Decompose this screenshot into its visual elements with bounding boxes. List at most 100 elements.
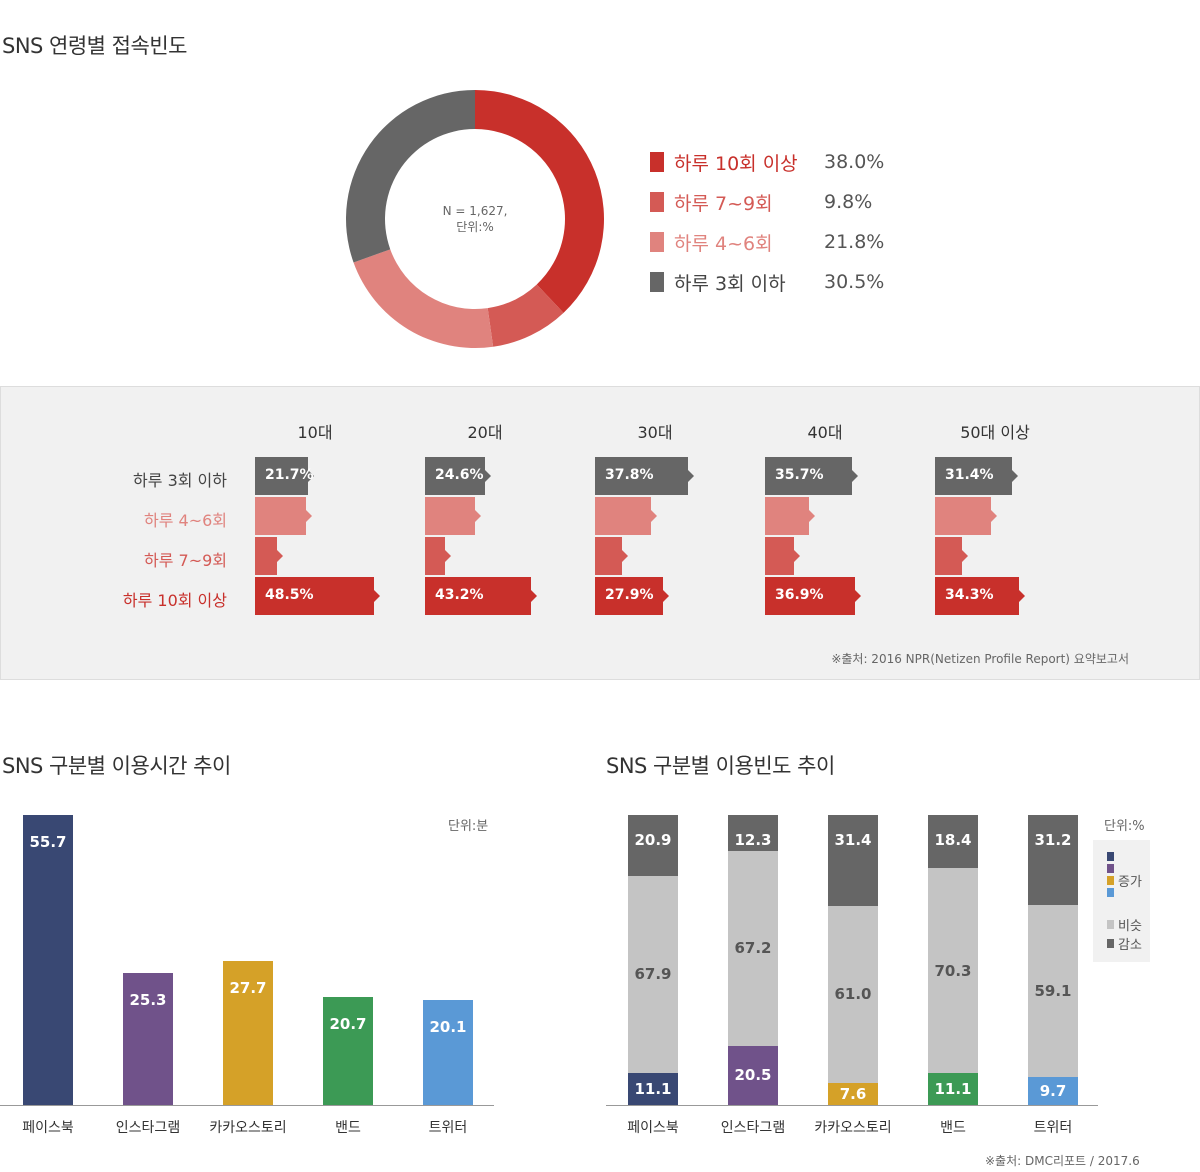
x-axis-tick-label: 인스타그램 xyxy=(720,1120,786,1136)
bar-arrow-tip xyxy=(809,510,815,522)
bar-arrow-tip xyxy=(531,590,537,602)
donut-center-unit: 단위:% xyxy=(456,220,494,234)
age-bar xyxy=(765,537,800,575)
usage-time-bar-value: 55.7 xyxy=(29,833,67,852)
increase-segment: 11.1 xyxy=(628,1072,678,1105)
legend-value: 38.0% xyxy=(824,151,885,173)
bar-arrow-tip xyxy=(485,470,491,482)
legend-value: 21.8% xyxy=(824,231,885,253)
legend-label: 하루 10회 이상 xyxy=(674,152,798,175)
age-bar xyxy=(595,537,628,575)
segment-value: 20.9 xyxy=(634,831,672,849)
bar-arrow-tip xyxy=(962,550,968,562)
usage-freq-unit: 단위:% xyxy=(1104,819,1145,834)
usage-time-bar-value: 20.7 xyxy=(329,1015,367,1034)
legend-swatch xyxy=(1107,919,1114,929)
bar-arrow-tip xyxy=(991,510,997,522)
freq-legend-item xyxy=(1107,862,1118,874)
legend-label: 비슷 xyxy=(1118,918,1142,934)
legend-label: 하루 3회 이하 xyxy=(674,272,786,295)
freq-legend-item: 증가 xyxy=(1107,874,1142,890)
decrease-segment: 20.9 xyxy=(628,815,678,876)
age-bar-value: 21.7% xyxy=(265,467,314,483)
usage-time-bar: 27.7 xyxy=(223,960,273,1105)
age-bar-value: 34.3% xyxy=(945,587,994,603)
legend-label: 감소 xyxy=(1118,937,1142,953)
similar-segment: 61.0 xyxy=(828,906,878,1083)
segment-value: 11.1 xyxy=(934,1079,972,1098)
age-bar-value: 48.5% xyxy=(265,587,314,603)
similar-segment: 67.2 xyxy=(728,850,778,1046)
donut-slice xyxy=(475,90,604,313)
freq-legend-item xyxy=(1107,886,1118,898)
donut-center-sample: N = 1,627, xyxy=(443,204,508,218)
increase-segment: 7.6 xyxy=(828,1082,878,1105)
bar-arrow-tip xyxy=(308,470,314,482)
x-axis-line xyxy=(606,1105,1098,1106)
x-axis-tick-label: 밴드 xyxy=(335,1120,361,1136)
legend-label: 하루 4~6회 xyxy=(674,232,773,255)
freq-legend-item xyxy=(1107,850,1118,862)
age-bar: 48.5% xyxy=(255,577,380,615)
legend-label: 증가 xyxy=(1118,874,1142,890)
age-bar: 35.7% xyxy=(765,457,858,495)
segment-value: 20.5 xyxy=(734,1066,772,1085)
frequency-row-label: 하루 4~6회 xyxy=(143,511,227,530)
x-axis-line xyxy=(0,1105,494,1106)
segment-value: 67.2 xyxy=(734,939,772,958)
usage-time-bar-value: 20.1 xyxy=(429,1018,467,1037)
segment-value: 7.6 xyxy=(839,1084,867,1103)
bar-arrow-tip xyxy=(445,550,451,562)
legend-swatch xyxy=(650,232,664,252)
segment-value: 11.1 xyxy=(634,1079,672,1098)
age-bar-value: 43.2% xyxy=(435,587,484,603)
x-axis-tick-label: 카카오스토리 xyxy=(209,1120,287,1136)
bar-arrow-tip xyxy=(852,470,858,482)
segment-value: 12.3 xyxy=(734,831,772,849)
usage-time-bar: 20.1 xyxy=(423,1000,473,1105)
legend-swatch xyxy=(1107,851,1114,861)
segment-value: 61.0 xyxy=(834,985,872,1004)
segment-value: 9.7 xyxy=(1039,1081,1067,1100)
segment-value: 31.4 xyxy=(834,831,872,849)
bar-arrow-tip xyxy=(663,590,669,602)
x-axis-tick-label: 페이스북 xyxy=(22,1120,74,1136)
bar-arrow-tip xyxy=(475,510,481,522)
usage-time-title: SNS 구분별 이용시간 추이 xyxy=(2,754,231,778)
legend-swatch xyxy=(650,272,664,292)
legend-swatch xyxy=(650,192,664,212)
bar-arrow-tip xyxy=(374,590,380,602)
age-bar: 24.6% xyxy=(425,457,491,495)
decrease-segment: 31.2 xyxy=(1028,815,1078,906)
age-bar-value: 31.4% xyxy=(945,467,994,483)
age-group-header: 10대 xyxy=(297,423,333,442)
donut-legend-item: 하루 10회 이상 38.0% xyxy=(650,150,885,175)
age-bar: 21.7% xyxy=(255,457,314,495)
donut-chart: N = 1,627, 단위:% xyxy=(346,90,604,348)
bar-arrow-tip xyxy=(277,550,283,562)
age-bar-value: 36.9% xyxy=(775,587,824,603)
donut-slice xyxy=(487,284,564,347)
age-bar: 34.3% xyxy=(935,577,1025,615)
age-group-header: 50대 이상 xyxy=(960,423,1030,442)
increase-segment: 11.1 xyxy=(928,1072,978,1105)
age-bar xyxy=(255,537,283,575)
usage-time-bar: 55.7 xyxy=(23,815,73,1105)
donut-legend-item: 하루 3회 이하 30.5% xyxy=(650,270,884,295)
usage-freq-title: SNS 구분별 이용빈도 추이 xyxy=(606,754,835,778)
frequency-row-label: 하루 3회 이하 xyxy=(133,471,227,490)
bar-arrow-tip xyxy=(855,590,861,602)
legend-label: 하루 7~9회 xyxy=(674,192,773,215)
age-bar: 37.8% xyxy=(595,457,694,495)
age-group-header: 40대 xyxy=(807,423,843,442)
age-bar xyxy=(935,497,997,535)
usage-time-bar: 25.3 xyxy=(123,973,173,1105)
age-bar xyxy=(255,497,312,535)
bar-arrow-tip xyxy=(1019,590,1025,602)
usage-time-unit: 단위:분 xyxy=(448,819,489,834)
age-bar-value: 27.9% xyxy=(605,587,654,603)
segment-value: 31.2 xyxy=(1034,831,1072,849)
similar-segment: 67.9 xyxy=(628,875,678,1073)
similar-segment: 59.1 xyxy=(1028,905,1078,1077)
